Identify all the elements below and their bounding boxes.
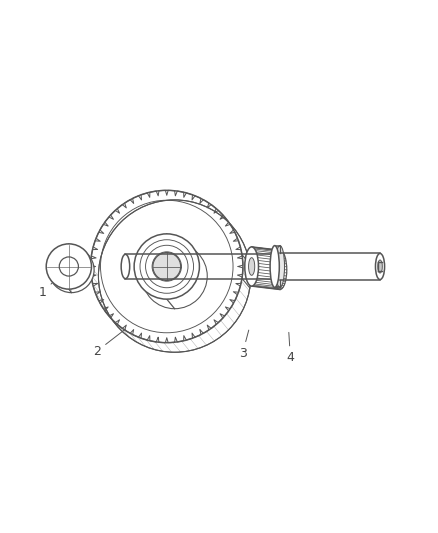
Ellipse shape — [153, 253, 181, 280]
Ellipse shape — [248, 257, 255, 276]
Text: 4: 4 — [286, 333, 294, 365]
Ellipse shape — [134, 234, 199, 299]
Ellipse shape — [49, 247, 94, 293]
Ellipse shape — [375, 254, 385, 279]
Ellipse shape — [99, 200, 251, 352]
Ellipse shape — [276, 246, 285, 287]
Text: 2: 2 — [93, 329, 125, 358]
Ellipse shape — [62, 261, 81, 279]
Ellipse shape — [273, 251, 287, 289]
Ellipse shape — [46, 244, 92, 289]
Ellipse shape — [142, 244, 207, 309]
Ellipse shape — [245, 247, 258, 286]
Ellipse shape — [378, 260, 382, 273]
Ellipse shape — [121, 254, 130, 279]
Ellipse shape — [59, 257, 78, 276]
Text: 3: 3 — [239, 330, 249, 360]
Ellipse shape — [270, 246, 279, 287]
Text: 1: 1 — [39, 273, 63, 299]
